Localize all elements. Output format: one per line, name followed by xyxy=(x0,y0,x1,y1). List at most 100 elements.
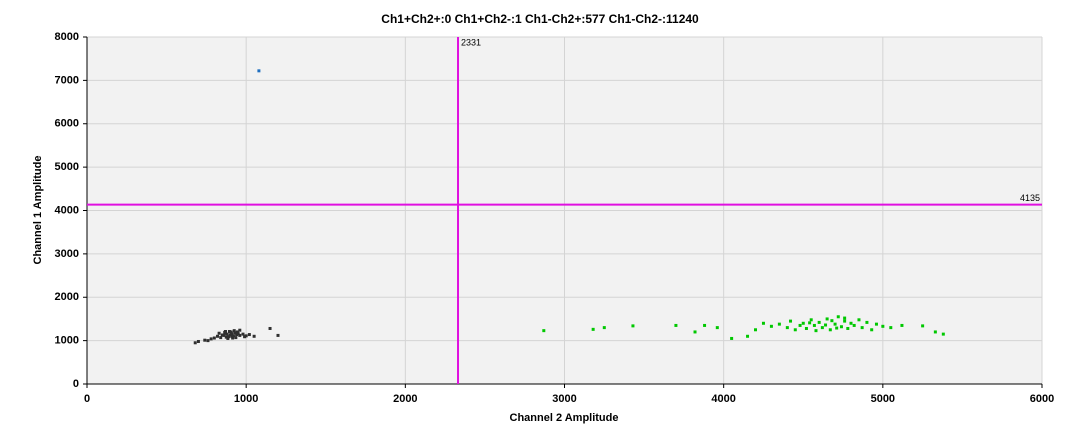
point xyxy=(820,326,824,330)
point xyxy=(933,330,937,334)
point xyxy=(227,335,231,339)
point xyxy=(196,339,200,343)
point xyxy=(233,331,237,335)
point xyxy=(591,327,595,331)
point xyxy=(231,334,235,338)
point xyxy=(798,323,802,327)
point xyxy=(812,323,816,327)
point xyxy=(824,323,828,327)
point xyxy=(247,333,251,337)
point xyxy=(227,330,231,334)
point xyxy=(226,336,230,340)
point xyxy=(860,326,864,330)
point xyxy=(849,321,853,325)
point xyxy=(243,335,247,339)
y-tick-label: 2000 xyxy=(55,291,79,303)
point xyxy=(230,332,234,336)
point xyxy=(839,325,843,329)
point xyxy=(833,322,837,326)
threshold-label: 2331 xyxy=(461,37,481,47)
point xyxy=(238,333,242,337)
point xyxy=(921,324,925,328)
point xyxy=(223,330,227,334)
point xyxy=(228,333,232,337)
point xyxy=(222,333,226,337)
point xyxy=(235,330,239,334)
point xyxy=(674,323,678,327)
point xyxy=(730,336,734,340)
point xyxy=(804,326,808,330)
point xyxy=(234,336,238,340)
point xyxy=(881,324,885,328)
y-tick-label: 0 xyxy=(73,378,79,390)
y-tick-label: 8000 xyxy=(55,31,79,43)
point xyxy=(870,328,874,332)
y-tick-label: 3000 xyxy=(55,248,79,260)
x-tick-label: 2000 xyxy=(393,393,417,405)
point xyxy=(754,328,757,332)
x-tick-label: 1000 xyxy=(234,393,258,405)
point xyxy=(836,315,840,319)
point xyxy=(900,323,904,327)
point xyxy=(602,326,606,330)
y-tick-label: 6000 xyxy=(55,118,79,130)
point xyxy=(817,320,821,324)
point xyxy=(268,326,272,330)
point xyxy=(846,326,850,330)
point xyxy=(217,331,221,335)
point xyxy=(785,326,789,330)
point xyxy=(814,329,818,333)
point xyxy=(889,326,893,330)
point xyxy=(808,321,812,325)
point xyxy=(693,330,697,334)
point xyxy=(220,333,224,337)
point xyxy=(231,336,235,340)
point xyxy=(769,324,773,328)
point xyxy=(193,341,197,345)
point xyxy=(230,334,234,338)
point xyxy=(857,318,861,322)
point xyxy=(276,333,280,337)
point xyxy=(224,335,228,339)
point xyxy=(874,322,878,326)
point xyxy=(212,336,216,340)
point xyxy=(225,332,229,336)
point xyxy=(219,336,223,340)
point xyxy=(631,324,635,328)
y-tick-label: 4000 xyxy=(55,204,79,216)
y-tick-label: 1000 xyxy=(55,335,79,347)
point xyxy=(830,319,834,323)
x-tick-label: 5000 xyxy=(871,393,895,405)
y-tick-label: 5000 xyxy=(55,161,79,173)
y-axis-label: Channel 1 Amplitude xyxy=(32,156,44,265)
point xyxy=(843,319,847,323)
point xyxy=(852,323,856,327)
x-tick-label: 6000 xyxy=(1030,393,1054,405)
point xyxy=(809,318,813,322)
point xyxy=(252,334,256,338)
point xyxy=(203,338,207,342)
point xyxy=(746,334,750,338)
point xyxy=(843,316,847,320)
point xyxy=(865,320,869,324)
point xyxy=(761,321,765,325)
point xyxy=(789,319,793,323)
point xyxy=(801,321,805,325)
point xyxy=(235,333,239,337)
point xyxy=(216,334,220,338)
x-tick-label: 0 xyxy=(84,393,90,405)
x-tick-label: 4000 xyxy=(711,393,735,405)
point xyxy=(703,323,707,327)
point xyxy=(229,330,233,334)
point xyxy=(236,332,240,336)
point xyxy=(777,322,781,326)
x-tick-label: 3000 xyxy=(552,393,576,405)
point xyxy=(206,339,210,343)
y-tick-label: 7000 xyxy=(55,74,79,86)
point xyxy=(828,328,832,332)
point xyxy=(825,317,829,321)
point xyxy=(941,332,945,336)
point xyxy=(542,329,546,333)
point xyxy=(241,332,245,336)
